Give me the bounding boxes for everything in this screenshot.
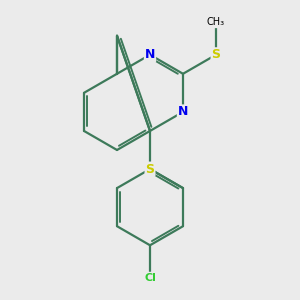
Text: S: S	[212, 48, 220, 61]
Text: N: N	[145, 48, 155, 61]
Text: CH₃: CH₃	[207, 17, 225, 27]
Text: S: S	[146, 163, 154, 176]
Text: N: N	[178, 105, 188, 119]
Text: Cl: Cl	[144, 273, 156, 283]
